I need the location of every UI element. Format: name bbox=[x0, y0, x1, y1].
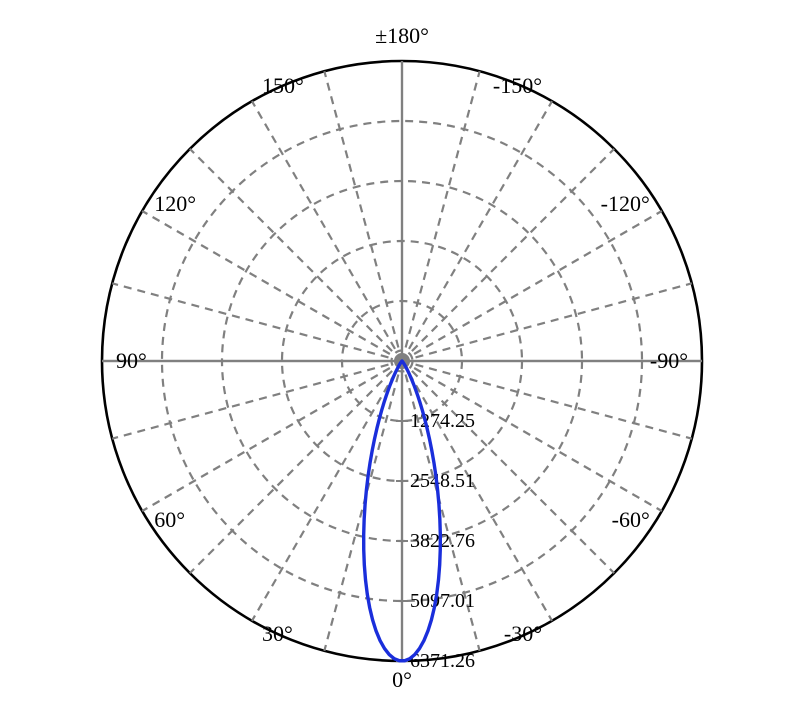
angle-label: -30° bbox=[504, 621, 542, 646]
polar-chart: 1274.25 2548.51 3822.76 5097.01 6371.26 ±180°… bbox=[0, 0, 804, 723]
angle-label: 90° bbox=[116, 348, 147, 373]
radial-tick-label: 2548.51 bbox=[410, 470, 475, 492]
angle-label: -150° bbox=[493, 73, 542, 98]
angle-label: 60° bbox=[154, 507, 185, 532]
radial-tick-label: 1274.25 bbox=[410, 410, 475, 432]
angle-label: -90° bbox=[650, 348, 688, 373]
angle-label: ±180° bbox=[375, 23, 429, 48]
angle-label: 0° bbox=[392, 667, 412, 692]
angle-label: 150° bbox=[262, 73, 304, 98]
angle-label: -60° bbox=[612, 507, 650, 532]
angle-label: -120° bbox=[601, 191, 650, 216]
angle-label: 30° bbox=[262, 621, 293, 646]
radial-tick-label: 6371.26 bbox=[410, 650, 475, 672]
radial-tick-label: 3822.76 bbox=[410, 530, 475, 552]
radial-tick-label: 5097.01 bbox=[410, 590, 475, 612]
angle-label: 120° bbox=[154, 191, 196, 216]
